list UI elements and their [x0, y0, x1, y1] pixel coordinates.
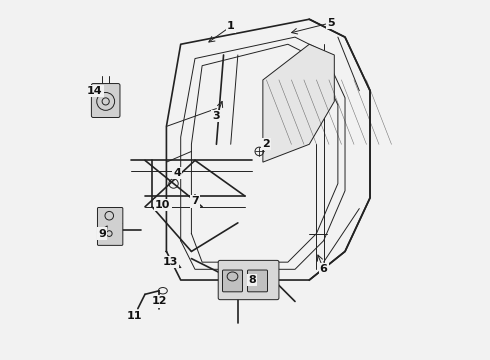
Text: 12: 12 [151, 296, 167, 306]
Text: 4: 4 [173, 168, 181, 178]
FancyBboxPatch shape [98, 207, 123, 246]
Text: 5: 5 [327, 18, 335, 28]
FancyBboxPatch shape [218, 260, 279, 300]
Text: 7: 7 [191, 197, 199, 206]
Text: 11: 11 [126, 311, 142, 321]
Text: 2: 2 [263, 139, 270, 149]
Text: 13: 13 [162, 257, 178, 267]
Text: 9: 9 [98, 229, 106, 239]
FancyBboxPatch shape [222, 270, 243, 292]
Text: 14: 14 [87, 86, 103, 96]
Text: 3: 3 [213, 111, 220, 121]
Text: 10: 10 [155, 200, 171, 210]
Text: 1: 1 [227, 21, 235, 31]
Text: 6: 6 [319, 264, 327, 274]
FancyBboxPatch shape [92, 84, 120, 117]
Text: 8: 8 [248, 275, 256, 285]
FancyBboxPatch shape [247, 270, 268, 292]
Polygon shape [263, 44, 334, 162]
